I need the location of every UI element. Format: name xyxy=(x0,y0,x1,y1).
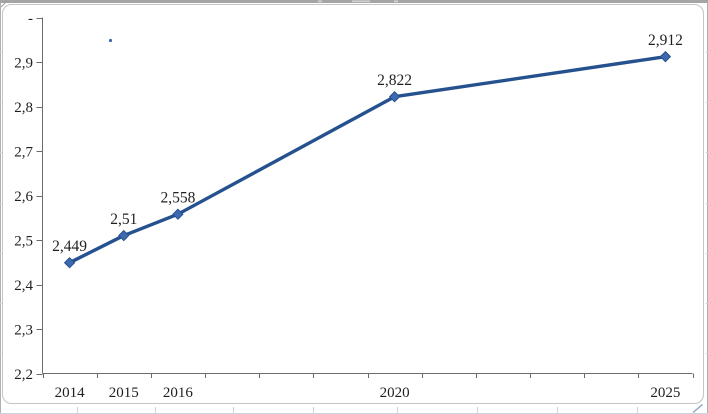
series-markers xyxy=(63,50,672,269)
data-point-marker[interactable] xyxy=(63,256,76,269)
data-point-label: 2,822 xyxy=(377,72,412,89)
y-tick-label: 2,7 xyxy=(14,144,33,160)
data-point-label: 2,449 xyxy=(52,238,87,255)
resize-grip-icon xyxy=(692,403,703,414)
y-tick-label: 2,3 xyxy=(14,322,33,338)
data-point-marker[interactable] xyxy=(172,208,184,220)
data-point-marker[interactable] xyxy=(659,50,672,63)
x-tick-label: 2014 xyxy=(55,385,86,401)
y-axis-labels: 2,2 2,3 2,4 2,5 2,6 2,7 2,8 2,9 - xyxy=(14,11,33,383)
x-tick-label: 2016 xyxy=(163,385,194,401)
data-point-label: 2,558 xyxy=(160,190,195,207)
corner-artifact-icon xyxy=(0,0,8,8)
top-edge-band xyxy=(0,0,708,3)
axes xyxy=(36,17,694,378)
y-tick-label: 2,5 xyxy=(14,233,33,249)
y-tick-label: 2,8 xyxy=(14,100,33,116)
data-point-marker[interactable] xyxy=(388,91,401,103)
y-tick-label: 2,2 xyxy=(14,367,33,383)
chart-object-frame[interactable] xyxy=(2,4,704,404)
y-tick-label: 2,4 xyxy=(14,278,33,294)
x-tick-label: 2025 xyxy=(650,385,680,401)
x-axis-labels: 2014 2015 2016 2020 2025 xyxy=(55,385,681,401)
y-tick-label: - xyxy=(28,11,33,27)
stray-dot-artifact xyxy=(108,38,113,43)
data-point-label: 2,912 xyxy=(648,32,683,49)
data-point-label: 2,51 xyxy=(110,211,137,228)
data-point-marker[interactable] xyxy=(118,229,130,242)
y-tick-label: 2,9 xyxy=(14,55,33,71)
y-tick-label: 2,6 xyxy=(14,189,33,205)
data-labels: 2,449 2,51 2,558 2,822 2,912 xyxy=(52,32,683,255)
x-tick-label: 2020 xyxy=(380,385,410,401)
x-tick-label: 2015 xyxy=(109,385,139,401)
